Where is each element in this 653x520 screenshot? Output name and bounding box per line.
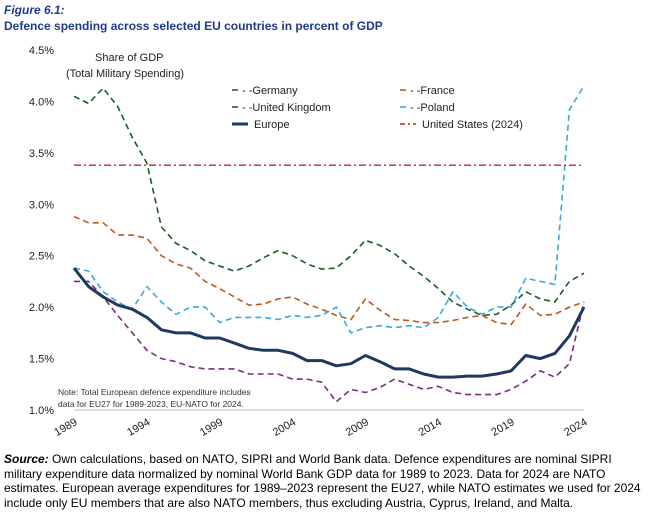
legend-label-united-kingdom: - -United Kingdom — [242, 102, 331, 114]
y-tick-label: 4.5% — [29, 45, 54, 57]
x-tick-label: 2009 — [344, 416, 371, 439]
series-line-europe — [72, 267, 586, 379]
figure-title: Defence spending across selected EU coun… — [4, 19, 383, 33]
series-line-united-kingdom — [73, 87, 585, 317]
x-tick-label: 2019 — [489, 416, 516, 439]
y-tick-label: 2.0% — [29, 302, 54, 314]
y-axis-label-line2: (Total Military Spending) — [66, 68, 184, 80]
x-tick-label: 1989 — [52, 416, 79, 439]
y-tick-label: 1.5% — [29, 354, 54, 366]
legend-label-france: - -France — [410, 85, 455, 97]
legend-label-europe: Europe — [254, 119, 289, 131]
x-tick-label: 1999 — [198, 416, 225, 439]
y-tick-label: 2.5% — [29, 251, 54, 263]
x-tick-label: 2004 — [271, 416, 298, 439]
x-tick-label: 2024 — [562, 416, 589, 439]
y-tick-label: 4.0% — [29, 96, 54, 108]
y-tick-label: 3.0% — [29, 199, 54, 211]
x-axis: 1989 1994 1999 2004 2009 2014 2019 2024 — [52, 409, 590, 439]
y-tick-label: 3.5% — [29, 148, 54, 160]
source-label: Source: — [4, 452, 49, 466]
chart-note-line2: data for EU27 for 1989-2023, EU-NATO for… — [58, 399, 244, 409]
legend-label-germany: - -Germany — [242, 85, 298, 97]
series-line-germany — [74, 280, 585, 403]
y-axis: 1.0% 1.5% 2.0% 2.5% 3.0% 3.5% 4.0% 4.5% — [29, 45, 54, 417]
y-axis-label-line1: Share of GDP — [95, 52, 163, 64]
source-note: Source: Own calculations, based on NATO,… — [4, 452, 649, 510]
series-line-france — [73, 215, 585, 326]
series-line-poland — [73, 85, 585, 334]
series-layer — [72, 85, 586, 403]
legend-label-poland: - -Poland — [410, 102, 455, 114]
source-text: Own calculations, based on NATO, SIPRI a… — [4, 452, 641, 510]
x-tick-label: 2014 — [417, 416, 444, 439]
chart-note-line1: Note: Total European defence expenditure… — [58, 387, 251, 397]
legend-label-united-states-2024: United States (2024) — [422, 119, 523, 131]
figure-label: Figure 6.1: — [4, 3, 65, 17]
legend: - -Germany - -France - -United Kingdom - -P… — [232, 85, 523, 131]
line-chart: 1.0% 1.5% 2.0% 2.5% 3.0% 3.5% 4.0% 4.5% 1989 199… — [29, 45, 590, 439]
y-tick-label: 1.0% — [29, 405, 54, 417]
x-tick-label: 1994 — [125, 416, 152, 439]
